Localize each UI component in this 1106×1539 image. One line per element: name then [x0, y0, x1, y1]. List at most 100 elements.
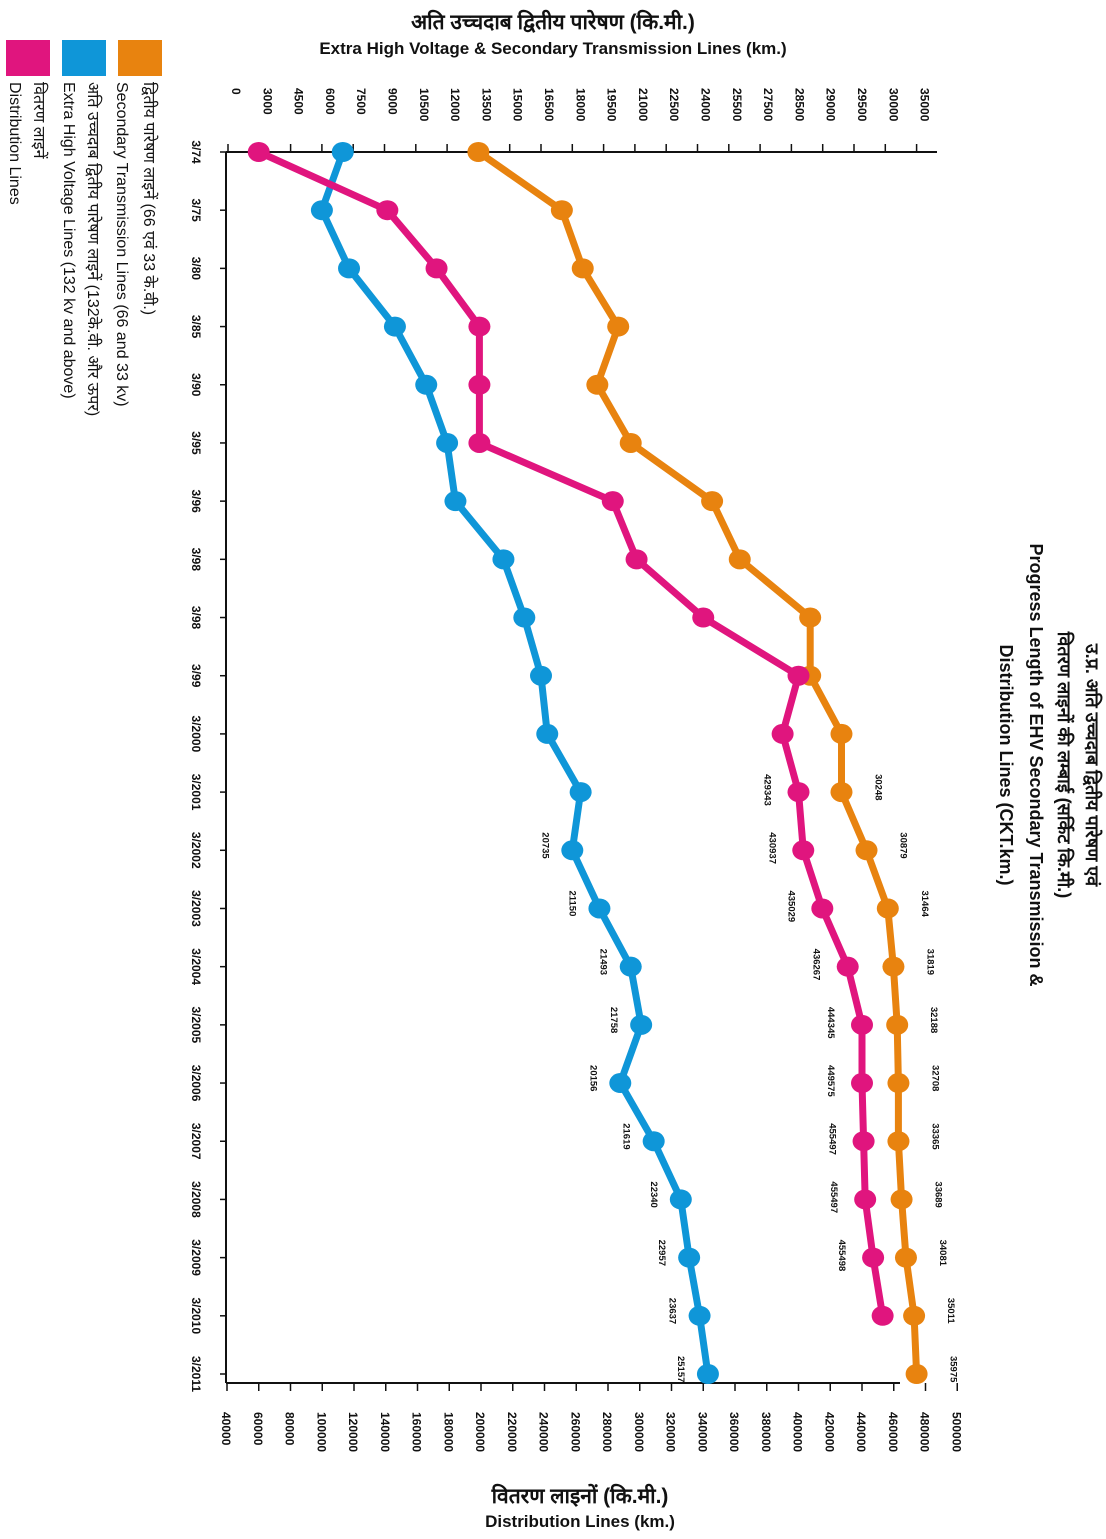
- data-point-secondary: [894, 1247, 917, 1268]
- data-point-ehv: [696, 1364, 719, 1384]
- data-label-secondary: 34081: [937, 1240, 948, 1267]
- data-label-distribution: 455497: [828, 1181, 839, 1213]
- data-label-ehv: 22340: [648, 1181, 659, 1207]
- top-axis-tick-label: 16500: [542, 88, 556, 122]
- bottom-axis-tick-label: 420000: [822, 1412, 836, 1452]
- category-tick-label: 3/2010: [189, 1297, 203, 1334]
- data-point-ehv: [383, 316, 406, 337]
- legend-swatch: [6, 40, 50, 76]
- data-label-ehv: 21150: [566, 890, 577, 916]
- bottom-axis-tick-label: 80000: [283, 1412, 297, 1446]
- bottom-axis-tick-label: 180000: [441, 1412, 455, 1452]
- top-axis-tick-label: 0: [229, 88, 243, 95]
- data-point-distribution: [792, 840, 815, 861]
- bottom-axis-tick-label: 280000: [600, 1412, 614, 1452]
- bottom-axis-tick-label: 380000: [759, 1412, 773, 1452]
- top-axis-tick-label: 30000: [886, 88, 900, 122]
- data-point-distribution: [811, 898, 834, 919]
- bottom-axis-title-hindi: वितरण लाइनों (कि.मी.): [491, 1483, 669, 1508]
- data-point-secondary: [619, 432, 642, 453]
- data-label-secondary: 31464: [919, 890, 930, 917]
- data-label-secondary: 33365: [929, 1123, 940, 1150]
- data-point-ehv: [536, 723, 559, 744]
- data-point-secondary: [887, 1131, 910, 1152]
- legend-entry-label: द्वितीय पारेषण लाइनें (66 एवं 33 के.वी.): [140, 82, 159, 315]
- data-point-secondary: [887, 1073, 910, 1094]
- bottom-axis-tick-label: 320000: [664, 1412, 678, 1452]
- bottom-axis-tick-label: 220000: [505, 1412, 519, 1452]
- bottom-axis-tick-label: 400000: [791, 1412, 805, 1452]
- bottom-axis-tick-label: 200000: [473, 1412, 487, 1452]
- bottom-axis-tick-label: 340000: [695, 1412, 709, 1452]
- top-axis-tick-label: 19500: [605, 88, 619, 122]
- legend-entry-label: वितरण लाइनें: [30, 82, 49, 160]
- data-point-secondary: [830, 782, 853, 803]
- data-point-ehv: [513, 607, 536, 628]
- category-tick-label: 3/90: [189, 373, 203, 397]
- category-tick-label: 3/75: [189, 199, 203, 223]
- bottom-axis-tick-label: 120000: [346, 1412, 360, 1452]
- data-point-distribution: [862, 1247, 885, 1268]
- category-tick-label: 3/2000: [189, 716, 203, 753]
- data-point-ehv: [338, 258, 361, 279]
- legend-entry-label: अति उच्चदाब द्वितीय पारेषण लाइनें (132के…: [84, 82, 103, 416]
- bottom-axis-title-english: Distribution Lines (km.): [485, 1512, 675, 1531]
- bottom-axis-tick-label: 60000: [251, 1412, 265, 1446]
- data-point-distribution: [851, 1014, 873, 1035]
- top-axis-tick-label: 15000: [511, 88, 525, 122]
- top-axis-tick-label: 29500: [855, 88, 869, 122]
- data-label-secondary: 32188: [928, 1007, 939, 1033]
- top-axis-title-english: Extra High Voltage & Secondary Transmiss…: [319, 39, 786, 58]
- category-tick-label: 3/96: [189, 489, 203, 513]
- bottom-axis-tick-label: 40000: [219, 1412, 233, 1446]
- series-line-secondary: [474, 148, 921, 1378]
- data-point-distribution: [787, 782, 810, 803]
- data-point-ehv: [492, 549, 515, 570]
- category-tick-label: 3/98: [189, 606, 203, 630]
- data-label-ehv: 25157: [675, 1356, 686, 1382]
- chart-title-line: उ.प्र. अति उच्चदाब द्वितीय पारेषण एवं: [1082, 643, 1103, 887]
- top-axis-tick-label: 35000: [918, 88, 932, 122]
- top-axis-tick-label: 18000: [573, 88, 587, 122]
- data-point-secondary: [607, 316, 630, 337]
- data-label-ehv: 23637: [667, 1298, 678, 1324]
- data-label-secondary: 30879: [898, 832, 909, 858]
- top-axis-tick-label: 13500: [479, 88, 493, 122]
- category-tick-label: 3/2001: [189, 774, 203, 811]
- bottom-axis-tick-label: 460000: [886, 1412, 900, 1452]
- data-point-ehv: [331, 142, 354, 162]
- data-point-secondary: [799, 607, 822, 628]
- data-label-distribution: 435029: [785, 890, 796, 922]
- bottom-axis-tick-label: 260000: [568, 1412, 582, 1452]
- data-point-ehv: [609, 1073, 632, 1094]
- data-label-ehv: 20156: [587, 1065, 598, 1091]
- data-point-ehv: [630, 1014, 653, 1035]
- category-tick-label: 3/85: [189, 315, 203, 339]
- data-label-distribution: 449575: [825, 1065, 836, 1097]
- chart-title-line: Progress Length of EHV Secondary Transmi…: [1026, 543, 1046, 986]
- data-label-distribution: 455498: [836, 1240, 847, 1272]
- data-label-distribution: 430937: [766, 832, 777, 864]
- top-axis-tick-label: 27500: [761, 88, 775, 122]
- legend-swatch: [118, 40, 162, 76]
- data-point-secondary: [882, 956, 905, 977]
- data-label-secondary: 35975: [948, 1356, 959, 1383]
- data-point-secondary: [855, 840, 878, 861]
- data-label-ehv: 21493: [598, 949, 609, 975]
- category-tick-label: 3/2008: [189, 1181, 203, 1218]
- data-point-distribution: [468, 432, 491, 453]
- top-axis-title-hindi: अति उच्चदाब द्वितीय पारेषण (कि.मी.): [411, 9, 695, 34]
- bottom-axis-tick-label: 100000: [314, 1412, 328, 1452]
- data-point-ehv: [444, 491, 467, 512]
- bottom-axis-tick-label: 500000: [949, 1412, 963, 1452]
- data-point-ehv: [642, 1131, 665, 1152]
- data-point-distribution: [771, 723, 794, 744]
- category-tick-label: 3/98: [189, 548, 203, 572]
- data-point-distribution: [376, 200, 399, 221]
- legend-entry-label: Distribution Lines: [6, 82, 23, 205]
- legend-entry-label: Secondary Transmission Lines (66 and 33 …: [113, 82, 130, 407]
- data-point-secondary: [701, 491, 724, 512]
- top-axis-tick-label: 12000: [448, 88, 462, 122]
- data-point-secondary: [550, 200, 573, 221]
